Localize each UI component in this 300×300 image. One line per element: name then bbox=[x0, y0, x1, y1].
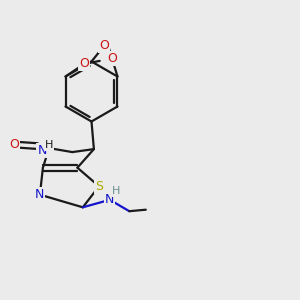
Text: N: N bbox=[37, 144, 47, 158]
Text: S: S bbox=[95, 180, 103, 193]
Text: O: O bbox=[99, 39, 109, 52]
Text: O: O bbox=[107, 52, 117, 65]
Text: O: O bbox=[10, 138, 19, 151]
Text: H: H bbox=[45, 140, 53, 150]
Text: N: N bbox=[34, 188, 44, 201]
Text: H: H bbox=[112, 186, 121, 197]
Text: N: N bbox=[105, 193, 115, 206]
Text: O: O bbox=[79, 57, 89, 70]
